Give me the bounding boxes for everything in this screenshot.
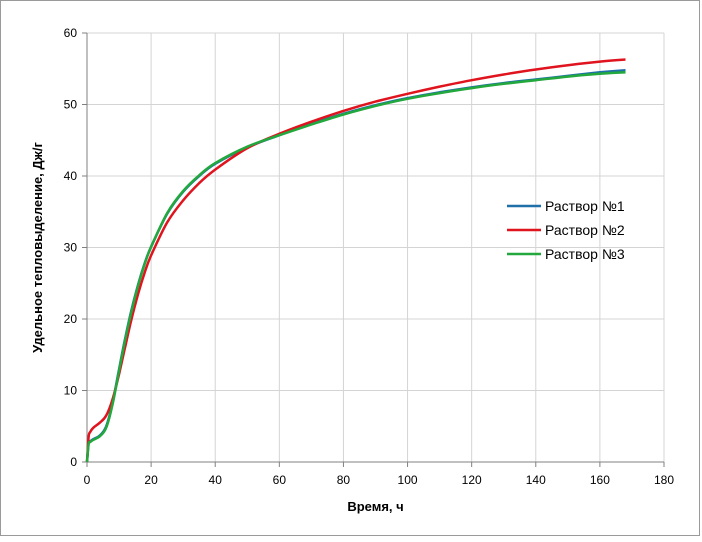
legend-label-2: Раствор №2 xyxy=(545,222,625,238)
x-axis-title: Время, ч xyxy=(347,499,403,514)
x-axis-ticks: 0 20 40 60 80 100 120 140 160 180 xyxy=(84,462,674,487)
y-tick-label: 0 xyxy=(70,455,77,469)
x-tick-label: 80 xyxy=(337,473,351,487)
series-2-line xyxy=(85,58,626,463)
x-tick-label: 140 xyxy=(526,473,546,487)
x-tick-label: 40 xyxy=(209,473,223,487)
x-tick-label: 0 xyxy=(84,473,91,487)
x-tick-label: 120 xyxy=(462,473,482,487)
x-tick-label: 160 xyxy=(590,473,610,487)
y-axis-title: Удельное тепловыделение, Дж/г xyxy=(30,142,45,353)
x-tick-label: 100 xyxy=(398,473,418,487)
series-3-line xyxy=(85,71,626,463)
x-tick-label: 20 xyxy=(144,473,158,487)
series-lines xyxy=(85,58,626,463)
y-tick-label: 30 xyxy=(64,241,78,255)
y-tick-label: 60 xyxy=(64,26,78,40)
y-tick-label: 20 xyxy=(64,312,78,326)
legend: Раствор №1 Раствор №2 Раствор №3 xyxy=(507,198,625,262)
y-tick-label: 50 xyxy=(64,98,78,112)
x-tick-label: 60 xyxy=(273,473,287,487)
y-tick-label: 40 xyxy=(64,169,78,183)
legend-label-3: Раствор №3 xyxy=(545,246,625,262)
y-tick-label: 10 xyxy=(64,384,78,398)
y-axis-ticks: 0 10 20 30 40 50 60 xyxy=(64,26,87,469)
x-tick-label: 180 xyxy=(654,473,674,487)
legend-label-1: Раствор №1 xyxy=(545,198,625,214)
